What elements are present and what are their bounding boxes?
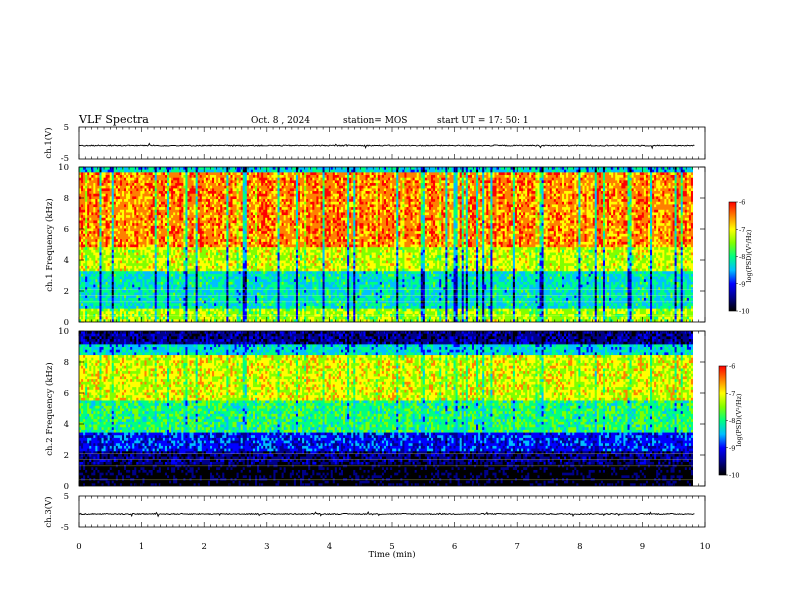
ch1-waveform-trace	[79, 144, 694, 149]
figure-title: VLF Spectra	[78, 113, 149, 126]
ch1-waveform-ylabel: ch.1(V)	[43, 127, 54, 158]
start-time-label: start UT = 17: 50: 1	[437, 116, 529, 126]
ch1-waveform-panel: ch.1(V) 5 -5	[43, 123, 705, 164]
ch1-spectrogram-image	[79, 167, 693, 322]
ch1-wave-ytick-top: 5	[64, 123, 69, 133]
date-label: Oct. 8 , 2024	[251, 116, 310, 126]
station-label: station= MOS	[343, 116, 407, 126]
vlf-figure: VLF Spectra Oct. 8 , 2024 station= MOS s…	[0, 0, 792, 612]
